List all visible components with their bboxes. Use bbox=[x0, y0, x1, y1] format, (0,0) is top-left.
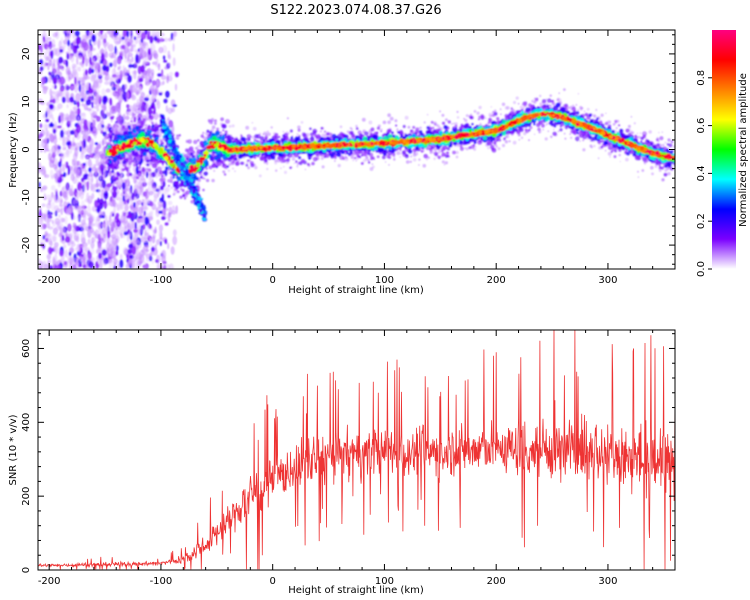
snr-y-tick-label: 200 bbox=[21, 487, 32, 506]
spectrogram-y-tick-label: -10 bbox=[21, 189, 32, 205]
colorbar: 0.0 0.2 0.4 0.6 0.8 Normalized spectral ampl… bbox=[696, 30, 749, 277]
colorbar-label: Normalized spectral amplitude bbox=[738, 73, 749, 227]
snr-x-tick-label: 0 bbox=[269, 576, 275, 587]
snr-ticks: -200 -100 0 100 200 300 0 200 400 600 bbox=[21, 330, 676, 587]
snr-y-axis-label: SNR (10 * v/v) bbox=[8, 414, 19, 485]
spectrogram-y-axis-label: Frequency (Hz) bbox=[8, 112, 19, 188]
snr-x-tick-label: -100 bbox=[150, 576, 173, 587]
colorbar-tick-label: 0.0 bbox=[696, 261, 707, 277]
figure-title: S122.2023.074.08.37.G26 bbox=[270, 3, 441, 18]
spectrogram-x-tick-label: 300 bbox=[598, 275, 617, 286]
colorbar-tick-label: 0.6 bbox=[696, 118, 707, 134]
snr-x-tick-label: 200 bbox=[487, 576, 506, 587]
spectrogram-y-tick-label: 0 bbox=[21, 146, 32, 152]
spectrogram-x-tick-label: -100 bbox=[150, 275, 173, 286]
spectrogram-x-axis-label: Height of straight line (km) bbox=[288, 285, 424, 296]
colorbar-tick-label: 0.4 bbox=[696, 165, 707, 181]
snr-y-tick-label: 0 bbox=[21, 567, 32, 573]
colorbar-tick-label: 0.8 bbox=[696, 70, 707, 86]
colorbar-strip bbox=[712, 30, 736, 269]
spectrogram-y-tick-label: -20 bbox=[21, 237, 32, 253]
spectrogram-x-tick-label: 0 bbox=[269, 275, 275, 286]
spectrogram-x-tick-label: 200 bbox=[487, 275, 506, 286]
snr-y-tick-label: 400 bbox=[21, 413, 32, 432]
spectrogram-y-tick-label: 10 bbox=[21, 95, 32, 108]
snr-series-line bbox=[38, 330, 675, 570]
spectrogram-heatmap bbox=[38, 30, 675, 269]
snr-x-axis-label: Height of straight line (km) bbox=[288, 585, 424, 596]
snr-x-tick-label: 300 bbox=[598, 576, 617, 587]
snr-y-tick-label: 600 bbox=[21, 339, 32, 358]
spectrogram-y-tick-label: 20 bbox=[21, 48, 32, 61]
snr-x-tick-label: -200 bbox=[38, 576, 61, 587]
colorbar-ticks: 0.0 0.2 0.4 0.6 0.8 bbox=[696, 70, 712, 277]
snr-frame bbox=[37, 329, 676, 571]
spectrogram-x-tick-label: -200 bbox=[38, 275, 61, 286]
spectrogram-x-tick-label: 100 bbox=[375, 275, 394, 286]
colorbar-tick-label: 0.2 bbox=[696, 213, 707, 229]
snr-x-tick-label: 100 bbox=[375, 576, 394, 587]
snr-panel: -200 -100 0 100 200 300 0 200 400 600 Height of s… bbox=[8, 329, 676, 596]
